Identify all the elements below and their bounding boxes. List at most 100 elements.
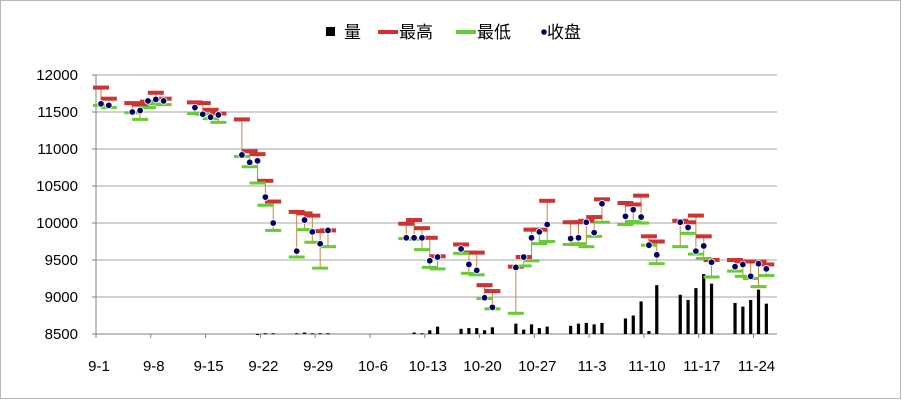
low-marker [593,220,610,224]
high-series [93,85,775,294]
close-point [292,247,301,255]
close-point [418,234,426,242]
close-point [653,251,661,259]
legend-low-marker [456,30,476,34]
volume-bar [655,285,659,334]
y-tick-label: 9000 [45,289,78,306]
close-point [152,95,160,104]
close-point [433,253,442,261]
high-marker [233,117,250,122]
low-marker [429,267,446,271]
low-marker [296,228,313,232]
volume-bar [514,323,518,334]
low-marker [758,274,775,278]
legend-item-high: 最高 [378,23,433,43]
low-marker [132,117,149,121]
low-marker [531,242,548,246]
low-marker [617,222,634,226]
low-marker [453,251,470,255]
legend-label-volume: 量 [344,23,361,43]
volume-bar [420,333,424,335]
close-point [402,234,410,242]
volume-series [255,274,768,335]
high-marker [413,226,430,231]
high-marker [625,202,642,207]
high-marker [147,90,164,95]
volume-bar [756,289,761,334]
volume-bar [576,323,581,334]
legend-item-close: 收盘 [540,23,581,43]
legend-close-marker [540,28,548,36]
low-marker [241,165,258,169]
close-point [457,245,465,253]
high-marker [453,242,470,247]
high-marker [398,221,415,226]
low-marker [750,285,767,289]
volume-bar [764,303,768,334]
low-marker [257,203,274,207]
volume-bar [428,330,432,334]
x-tick-label: 10-6 [358,358,388,375]
legend-high-marker [378,30,398,34]
volume-bar [295,333,299,335]
volume-bar [302,332,307,334]
high-marker [680,220,697,225]
close-point [684,223,692,232]
close-point [261,193,270,201]
x-tick-label: 10-13 [409,358,447,375]
high-marker [249,152,266,157]
close-point [574,234,583,242]
close-point [144,97,152,105]
high-marker [132,102,149,107]
volume-bar [537,328,541,334]
high-marker [633,193,650,198]
close-point [410,234,418,242]
volume-bar [686,299,690,334]
low-marker [265,228,282,232]
volume-bar [592,324,596,334]
low-marker [413,248,430,252]
low-marker [727,269,744,273]
low-marker [312,266,329,270]
legend-volume-marker [326,27,335,36]
x-tick-label: 9-1 [88,358,110,375]
x-tick-label: 11-24 [738,358,775,375]
low-marker [249,181,266,185]
close-point [214,111,223,119]
low-marker [539,240,556,243]
low-marker [320,245,336,249]
low-marker [515,264,532,268]
close-point [97,100,105,108]
close-point [136,106,144,115]
volume-bar [694,288,698,334]
close-point [692,247,700,255]
close-point [731,262,739,271]
volume-bar [482,330,487,334]
close-point [582,218,591,226]
x-tick-label: 9-15 [194,358,224,375]
y-tick-label: 10000 [36,215,78,232]
legend-label-high: 最高 [399,23,433,43]
low-marker [210,120,227,124]
close-point [512,263,520,272]
close-point [739,260,747,269]
high-marker [406,218,423,223]
close-point [543,220,551,229]
volume-bar [412,332,416,334]
chart-legend: 量 最高 最低 收盘 [326,23,581,43]
high-marker [758,262,775,267]
high-marker [194,101,211,106]
volume-bar [271,333,275,335]
high-marker [539,198,556,203]
high-marker [296,211,313,216]
x-tick-label: 11-10 [628,358,665,375]
volume-bar [623,318,628,334]
high-marker [304,213,321,218]
close-point [566,234,575,243]
close-point [426,257,434,265]
close-point [590,228,598,237]
high-marker [93,85,109,90]
close-point [621,212,630,221]
close-point [300,216,309,224]
